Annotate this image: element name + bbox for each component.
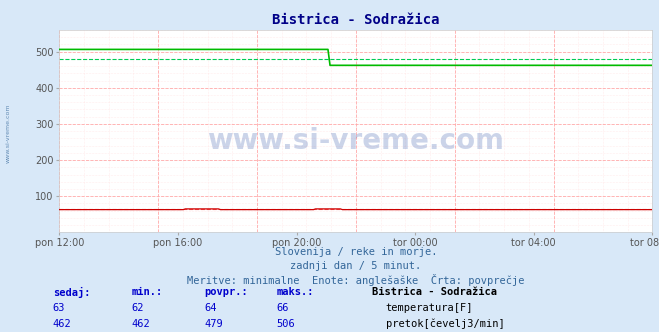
Text: 62: 62: [132, 303, 144, 313]
Text: Bistrica - Sodražica: Bistrica - Sodražica: [372, 287, 498, 297]
Text: maks.:: maks.:: [277, 287, 314, 297]
Text: min.:: min.:: [132, 287, 163, 297]
Text: 66: 66: [277, 303, 289, 313]
Text: povpr.:: povpr.:: [204, 287, 248, 297]
Text: 506: 506: [277, 319, 295, 329]
Title: Bistrica - Sodražica: Bistrica - Sodražica: [272, 13, 440, 27]
Text: temperatura[F]: temperatura[F]: [386, 303, 473, 313]
Text: zadnji dan / 5 minut.: zadnji dan / 5 minut.: [290, 261, 422, 271]
Text: 64: 64: [204, 303, 217, 313]
Text: 462: 462: [132, 319, 150, 329]
Text: 479: 479: [204, 319, 223, 329]
Text: Slovenija / reke in morje.: Slovenija / reke in morje.: [275, 247, 437, 257]
Text: 63: 63: [53, 303, 65, 313]
Text: www.si-vreme.com: www.si-vreme.com: [5, 103, 11, 163]
Text: www.si-vreme.com: www.si-vreme.com: [208, 127, 504, 155]
Text: Meritve: minimalne  Enote: anglešaške  Črta: povprečje: Meritve: minimalne Enote: anglešaške Črt…: [187, 274, 525, 286]
Text: pretok[čevelj3/min]: pretok[čevelj3/min]: [386, 319, 504, 329]
Text: 462: 462: [53, 319, 71, 329]
Text: sedaj:: sedaj:: [53, 287, 90, 298]
